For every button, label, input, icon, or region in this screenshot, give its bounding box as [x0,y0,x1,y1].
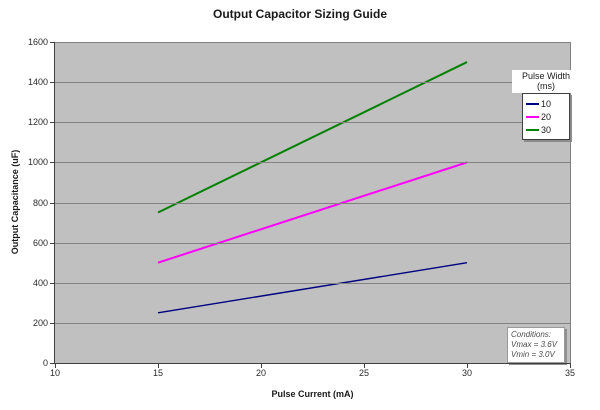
legend-swatch [526,102,539,105]
legend-title-line: (ms) [537,81,555,91]
y-tick-label: 1600 [27,37,48,47]
x-tick-mark [261,364,262,368]
conditions-line: Conditions: [511,330,552,339]
x-tick-mark [467,364,468,368]
y-tick-mark [50,282,54,284]
legend-label: 30 [541,124,552,135]
y-axis-line [54,42,55,364]
x-tick-label: 25 [358,368,369,378]
x-axis-line [54,363,571,364]
x-tick-label: 20 [255,368,266,378]
x-tick-mark [570,364,571,368]
series-line-10ms [157,261,468,314]
y-tick-mark [50,122,54,124]
x-tick-label: 10 [49,368,60,378]
legend-entry: 30 [526,123,567,136]
gridline [55,162,570,164]
y-tick-mark [50,202,54,204]
y-tick-label: 1000 [27,157,48,168]
x-tick-mark [158,364,159,368]
x-tick-mark [364,364,365,368]
series-line-30ms [157,61,468,214]
gridline [55,322,570,324]
series-line-20ms [157,161,468,264]
conditions-line: Vmax = 3.6V [511,340,558,349]
y-tick-label: 400 [32,277,48,288]
chart-title: Output Capacitor Sizing Guide [213,7,387,21]
plot-area: Conditions: Vmax = 3.6V Vmin = 3.0V [55,42,570,363]
legend-swatch [526,115,539,118]
legend-label: 10 [541,98,552,109]
y-tick-mark [50,42,54,43]
legend-entry: 20 [526,110,567,123]
gridline [55,282,570,284]
legend-title-line: Pulse Width [521,71,571,81]
conditions-annotation: Conditions: Vmax = 3.6V Vmin = 3.0V [507,327,565,363]
y-tick-label: 200 [32,317,48,328]
y-tick-mark [50,82,54,84]
gridline [55,42,570,43]
x-tick-label: 35 [564,368,575,378]
gridline [55,202,570,204]
legend-label: 20 [541,111,552,122]
legend-entry: 10 [526,97,567,110]
plot-right-border [570,42,571,363]
x-tick-label: 30 [461,368,472,378]
y-tick-label: 0 [42,358,48,368]
legend-entries: 10 20 30 [522,93,570,140]
gridline [55,82,570,84]
series-lines-layer [157,61,468,314]
x-tick-label: 15 [152,368,163,378]
y-tick-label: 800 [32,197,48,208]
y-tick-label: 1400 [27,77,48,88]
conditions-line: Vmin = 3.0V [511,350,555,359]
y-tick-label: 600 [32,237,48,248]
x-tick-mark [55,364,56,368]
legend: Pulse Width (ms) 10 20 30 [512,70,580,140]
legend-swatch [526,128,539,131]
y-tick-mark [50,363,54,364]
y-tick-mark [50,322,54,324]
y-tick-mark [50,242,54,244]
y-tick-label: 1200 [27,117,48,128]
y-tick-mark [50,162,54,164]
gridline [55,242,570,244]
gridline [55,122,570,124]
x-axis-title: Pulse Current (mA) [271,389,354,399]
legend-title: Pulse Width (ms) [512,70,580,93]
